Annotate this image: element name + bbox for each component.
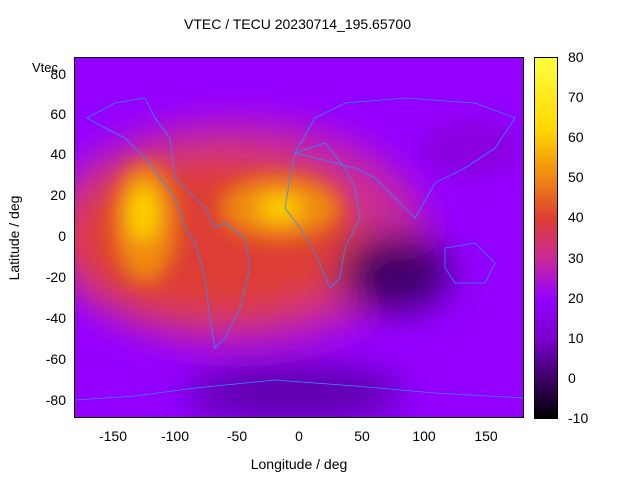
heatmap-pacific-core <box>129 185 157 241</box>
colorbar-tick-label: 50 <box>568 169 584 185</box>
colorbar-tick-label: 0 <box>568 370 576 386</box>
eurasia-coastline <box>294 97 516 219</box>
heatmap-antarctic-low <box>185 365 405 417</box>
y-tick-label: 20 <box>50 187 66 203</box>
y-tick-label: 40 <box>50 146 66 162</box>
africa-coastline <box>284 142 361 289</box>
chart-title: VTEC / TECU 20230714_195.65700 <box>183 16 411 32</box>
y-tick-label: -60 <box>45 351 66 367</box>
x-tick-label: -150 <box>98 428 128 444</box>
colorbar-gradient <box>534 57 558 419</box>
colorbar-tick-label: -10 <box>568 410 589 426</box>
heatmap-svg <box>75 58 523 417</box>
colorbar-tick-label: 30 <box>568 250 584 266</box>
x-tick-label: 150 <box>474 428 498 444</box>
x-axis-label: Longitude / deg <box>250 456 348 472</box>
x-tick-label: 0 <box>295 428 303 444</box>
coastlines <box>75 97 523 401</box>
colorbar <box>534 57 558 419</box>
x-tick-label: 100 <box>412 428 436 444</box>
stray-vtec-label: Vtec <box>32 60 59 75</box>
heatmap-asia-band <box>420 118 520 178</box>
colorbar-tick-label: 10 <box>568 330 584 346</box>
y-axis-label: Latitude / deg <box>6 195 22 281</box>
antarctica-coastline <box>75 379 523 401</box>
colorbar-tick-label: 20 <box>568 290 584 306</box>
x-tick-label: -50 <box>226 428 248 444</box>
australia-coastline <box>444 242 496 284</box>
y-tick-label: 60 <box>50 106 66 122</box>
colorbar-tick-label: 80 <box>568 49 584 65</box>
colorbar-tick-label: 70 <box>568 89 584 105</box>
heatmap-plot-area <box>74 57 524 418</box>
heatmap-atlantic-core <box>258 196 302 220</box>
y-tick-label: 80 <box>50 66 66 82</box>
y-tick-label: 0 <box>58 228 66 244</box>
y-tick-label: -40 <box>45 310 66 326</box>
y-tick-label: -80 <box>45 392 66 408</box>
y-tick-label: -20 <box>45 269 66 285</box>
americas-coastline <box>86 97 251 349</box>
x-tick-label: 50 <box>354 428 370 444</box>
x-tick-label: -100 <box>160 428 190 444</box>
colorbar-tick-label: 60 <box>568 129 584 145</box>
heatmap-indian-minimum <box>340 235 450 311</box>
colorbar-tick-label: 40 <box>568 209 584 225</box>
